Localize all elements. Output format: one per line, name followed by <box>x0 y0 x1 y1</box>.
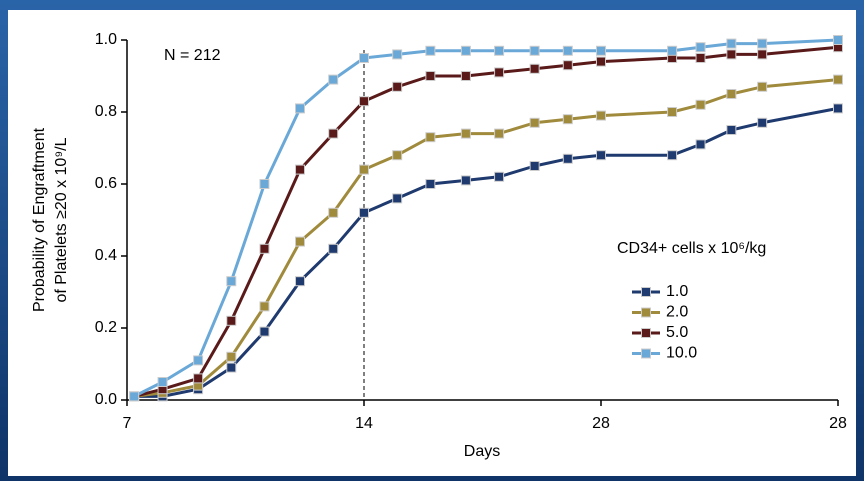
marker <box>328 128 339 139</box>
legend-marker <box>641 307 651 318</box>
marker <box>529 117 540 128</box>
marker <box>562 60 573 71</box>
marker <box>425 179 436 189</box>
marker <box>328 207 339 218</box>
marker <box>562 153 573 164</box>
legend-marker <box>641 287 651 297</box>
y-tick-label: 0.8 <box>95 103 117 120</box>
x-tick-label: 28 <box>829 415 847 432</box>
marker <box>328 74 339 85</box>
marker <box>295 276 306 287</box>
marker <box>425 45 436 56</box>
marker <box>392 81 403 92</box>
y-tick-label: 1.0 <box>95 31 117 48</box>
marker <box>695 139 706 150</box>
marker <box>596 110 606 121</box>
marker <box>494 67 505 78</box>
y-axis-label: of Platelets ≥20 x 10⁹/L <box>53 137 70 302</box>
marker <box>193 355 204 366</box>
marker <box>460 175 471 186</box>
legend-label: 2.0 <box>666 304 688 321</box>
marker <box>226 276 237 287</box>
marker <box>425 132 436 143</box>
marker <box>695 99 706 110</box>
y-axis-label: Probability of Engraftment <box>31 127 48 312</box>
marker <box>295 236 306 247</box>
marker <box>562 114 573 125</box>
marker <box>667 150 678 161</box>
marker <box>757 81 768 92</box>
marker <box>529 161 540 171</box>
marker <box>259 326 270 337</box>
y-tick-label: 0.4 <box>95 247 117 264</box>
x-tick-label: 7 <box>123 415 132 432</box>
marker <box>757 49 768 60</box>
y-tick-label: 0.2 <box>95 319 117 336</box>
marker <box>529 45 540 56</box>
marker <box>295 103 306 114</box>
marker <box>596 150 606 161</box>
marker <box>833 103 843 114</box>
marker <box>226 315 237 326</box>
marker <box>596 45 606 56</box>
marker <box>667 45 678 56</box>
marker <box>328 243 339 254</box>
y-tick-label: 0.0 <box>95 391 117 408</box>
marker <box>460 71 471 81</box>
marker <box>757 117 768 128</box>
legend-label: 10.0 <box>666 345 697 362</box>
marker <box>259 243 270 254</box>
y-tick-label: 0.6 <box>95 175 117 192</box>
annotation: N = 212 <box>164 47 221 64</box>
marker <box>392 49 403 60</box>
marker <box>695 53 706 63</box>
marker <box>295 164 306 175</box>
marker <box>425 71 436 81</box>
panel <box>8 10 856 476</box>
marker <box>494 128 505 139</box>
marker <box>359 96 369 107</box>
marker <box>259 179 270 189</box>
legend-label: 1.0 <box>666 283 688 300</box>
marker <box>695 42 706 53</box>
marker <box>494 45 505 56</box>
x-tick-label: 14 <box>355 415 373 432</box>
marker <box>259 301 270 312</box>
marker <box>193 373 204 384</box>
marker <box>129 391 140 402</box>
marker <box>359 164 369 175</box>
marker <box>460 45 471 56</box>
marker <box>460 128 471 139</box>
legend-label: 5.0 <box>666 324 688 341</box>
marker <box>726 89 737 99</box>
x-axis-label: Days <box>464 443 500 460</box>
marker <box>359 53 369 63</box>
marker <box>157 377 168 387</box>
marker <box>226 351 237 362</box>
marker <box>359 207 369 218</box>
marker <box>562 45 573 56</box>
legend-marker <box>641 328 651 338</box>
marker <box>667 107 678 117</box>
marker <box>726 49 737 60</box>
marker <box>494 171 505 182</box>
marker <box>833 35 843 45</box>
marker <box>596 56 606 67</box>
marker <box>833 74 843 85</box>
marker <box>392 150 403 161</box>
marker <box>726 125 737 135</box>
marker <box>529 63 540 74</box>
legend-marker <box>641 348 651 359</box>
marker <box>226 362 237 373</box>
legend-title: CD34+ cells x 10⁶/kg <box>617 240 766 257</box>
x-tick-label: 28 <box>592 415 610 432</box>
marker <box>392 193 403 204</box>
marker <box>726 38 737 49</box>
marker <box>757 38 768 49</box>
